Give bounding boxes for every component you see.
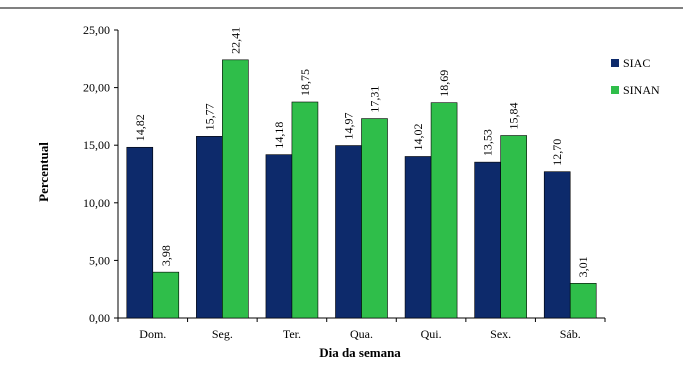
x-tick-label: Dom. [139,327,166,341]
bar-sinan [569,283,597,319]
y-tick-label: 25,00 [83,23,110,37]
data-label-siac: 12,70 [550,139,564,166]
bar-sinan [361,118,388,319]
x-tick-label: Qua. [350,327,373,341]
legend-swatch-sinan [611,86,619,94]
data-label-sinan: 3,98 [159,245,173,266]
legend-label-siac: SIAC [623,56,650,70]
data-label-siac: 13,53 [481,129,495,156]
legend: SIAC SINAN [611,56,660,97]
bar-siac [126,146,154,319]
bar-sinan [430,102,458,319]
plot-area: 0,00 5,00 10,00 15,00 20,00 25,00 Dom. Seg. Ter.… [83,23,606,341]
x-tick-label: Sáb. [560,327,581,341]
bar-sinan [222,59,249,319]
y-tick-label: 10,00 [83,196,110,210]
data-label-siac: 15,77 [202,103,216,130]
x-tick-label: Ter. [283,327,301,341]
y-tick-label: 20,00 [83,81,110,95]
bar-sinan [291,101,319,319]
bar-siac [543,171,571,319]
bar-siac [404,156,432,319]
legend-label-sinan: SINAN [623,83,660,97]
y-tick-label: 5,00 [89,253,110,267]
x-tick-label: Sex. [490,327,511,341]
data-label-siac: 14,97 [342,113,356,140]
x-axis-title: Dia da semana [319,345,401,360]
data-label-sinan: 15,84 [507,103,521,130]
legend-swatch-siac [611,59,619,67]
bar-siac [265,154,293,319]
y-axis-title: Percentual [36,142,51,202]
data-label-sinan: 18,69 [437,70,451,97]
y-tick-label: 0,00 [89,311,110,325]
data-label-siac: 14,02 [411,123,425,150]
data-label-sinan: 17,31 [368,86,382,113]
bar-siac [335,145,362,319]
x-tick-label: Qui. [421,327,442,341]
data-label-sinan: 3,01 [576,256,590,277]
y-tick-label: 15,00 [83,138,110,152]
data-label-sinan: 22,41 [228,27,242,54]
bar-sinan [152,271,180,319]
bar-siac [474,161,501,319]
x-tick-label: Seg. [212,327,233,341]
bar-siac [196,136,223,319]
data-label-sinan: 18,75 [298,69,312,96]
data-label-siac: 14,18 [272,122,286,149]
data-label-siac: 14,82 [133,114,147,141]
bar-sinan [500,135,527,319]
